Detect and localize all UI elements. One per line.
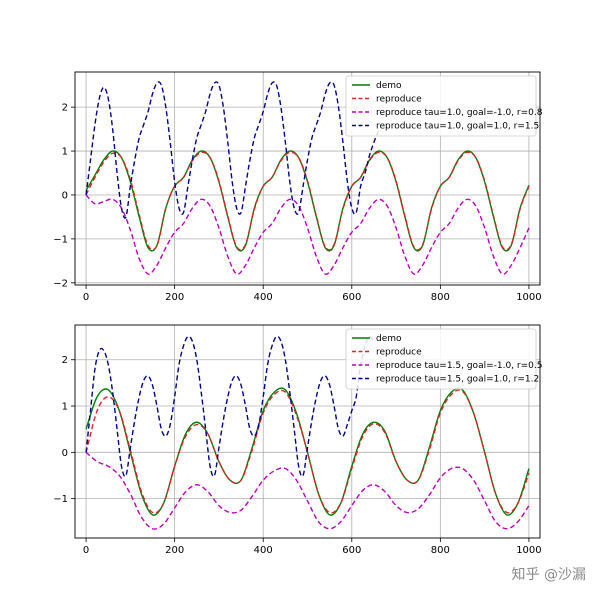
- x-tick-label: 800: [431, 292, 450, 303]
- series-line: [85, 335, 375, 478]
- x-tick-label: 400: [254, 292, 273, 303]
- legend: demo reproduce reproduce tau=1.0, goal=-1.…: [345, 75, 543, 137]
- x-tick-label: 400: [254, 545, 273, 556]
- chart-panel-2: 0 200 400 600 800 1000 −1 0 1 2 demo reproduce repro…: [53, 324, 542, 556]
- x-tick-label: 800: [431, 545, 450, 556]
- y-tick-label: 1: [62, 147, 68, 158]
- x-tick-label: 1000: [516, 292, 541, 303]
- x-tick-label: 200: [165, 292, 184, 303]
- series-group: [85, 335, 530, 530]
- legend-label: reproduce: [376, 95, 422, 105]
- legend-label: reproduce tau=1.5, goal=1.0, r=1.2: [376, 375, 539, 385]
- x-tick-label: 200: [165, 545, 184, 556]
- legend-label: reproduce tau=1.0, goal=-1.0, r=0.8: [376, 108, 543, 118]
- x-tick-label: 1000: [516, 545, 541, 556]
- series-line: [85, 81, 380, 219]
- x-tick-label: 600: [342, 545, 361, 556]
- x-tick-label: 0: [83, 545, 89, 556]
- y-tick-label: 1: [62, 402, 68, 413]
- legend-label: demo: [376, 334, 402, 344]
- series-line: [85, 389, 530, 514]
- y-tick-label: 2: [62, 103, 68, 114]
- y-tick-label: −2: [53, 278, 68, 289]
- x-tick-label: 600: [342, 292, 361, 303]
- y-tick-label: 0: [62, 190, 68, 201]
- series-group: [85, 81, 530, 275]
- legend-label: reproduce: [376, 348, 422, 358]
- y-tick-label: −1: [53, 494, 68, 505]
- legend-label: reproduce tau=1.0, goal=1.0, r=1.5: [376, 122, 539, 132]
- legend-box: [345, 328, 537, 390]
- y-tick-label: −1: [53, 234, 68, 245]
- chart-panel-1: 0 200 400 600 800 1000 −2 −1 0 1 2 demo reproduce rep…: [53, 71, 543, 303]
- watermark-text: 知乎 @沙漏: [511, 567, 586, 583]
- series-line: [85, 451, 530, 530]
- axes-frame: [74, 324, 541, 539]
- x-tick-label: 0: [83, 292, 89, 303]
- legend: demo reproduce reproduce tau=1.5, goal=-1.…: [345, 328, 542, 390]
- y-tick-label: 0: [62, 448, 68, 459]
- axes-frame: [74, 71, 541, 286]
- legend-label: reproduce tau=1.5, goal=-1.0, r=0.5: [376, 361, 542, 371]
- legend-label: demo: [376, 81, 402, 91]
- series-line: [85, 151, 530, 251]
- legend-box: [345, 75, 537, 137]
- y-tick-label: 2: [62, 355, 68, 366]
